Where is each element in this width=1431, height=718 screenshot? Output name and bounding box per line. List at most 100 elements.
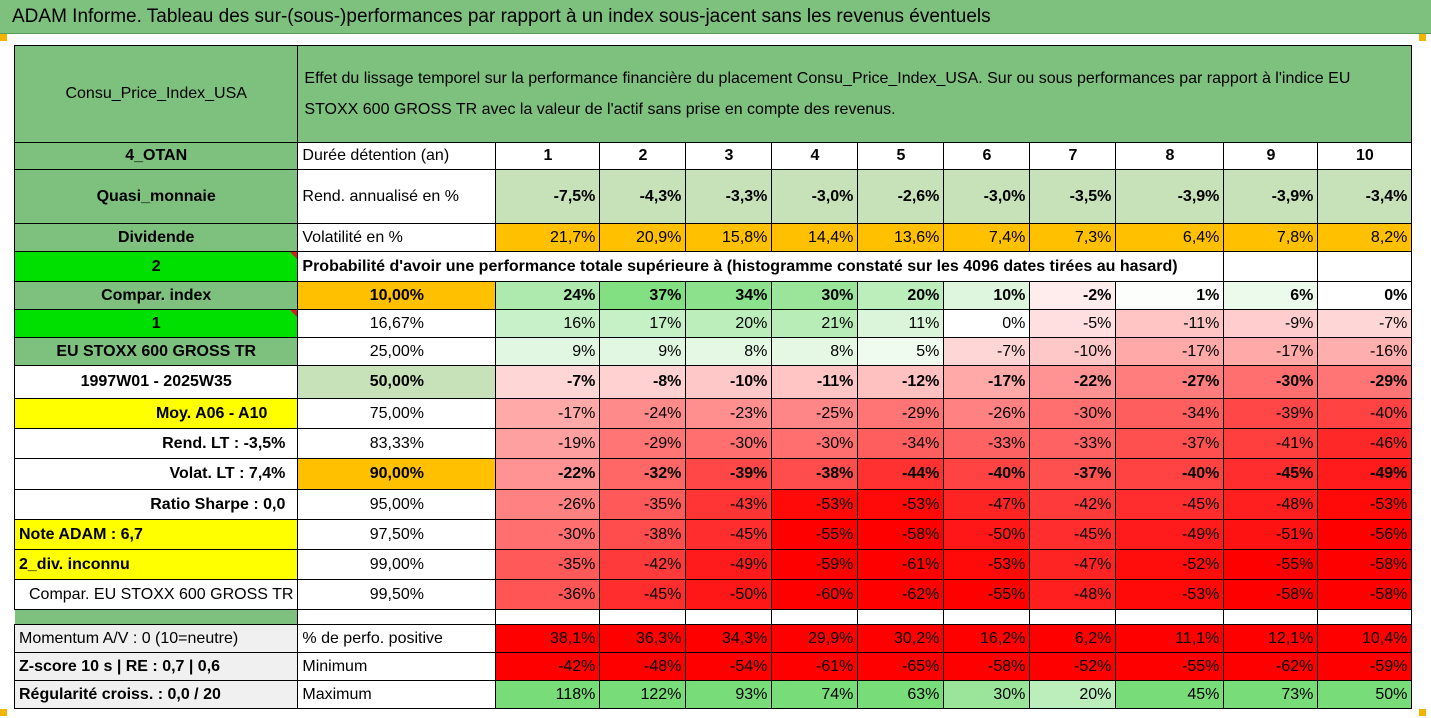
minimum-cell: -61% bbox=[771, 652, 859, 681]
otan-label: 4_OTAN bbox=[13, 142, 299, 170]
rend-cell: -4,3% bbox=[599, 169, 687, 224]
minimum-cell: -54% bbox=[685, 652, 773, 681]
perf-pos-cell: 34,3% bbox=[685, 624, 773, 653]
quantile-cell: 6% bbox=[1223, 281, 1319, 310]
volat-cell: 7,8% bbox=[1223, 223, 1319, 252]
perf-pos-cell: 16,2% bbox=[943, 624, 1031, 653]
volat-cell: 20,9% bbox=[599, 223, 687, 252]
quantile-row: Moy. A06 - A10 75,00% -17% -24% -23% -25% -29%… bbox=[13, 398, 1413, 429]
quantile-cell: -24% bbox=[599, 398, 687, 429]
rend-cell: -2,6% bbox=[857, 169, 945, 224]
minimum-cell: -59% bbox=[1317, 652, 1413, 681]
rend-cell: -3,0% bbox=[943, 169, 1031, 224]
quantile-cell: -11% bbox=[1115, 309, 1225, 338]
quantile-cell: -34% bbox=[857, 428, 945, 459]
perf-pos-cell: 12,1% bbox=[1223, 624, 1319, 653]
volat-cell: 15,8% bbox=[685, 223, 773, 252]
years-row: 4_OTAN Durée détention (an) 1 2 3 4 5 6 7 8 9 10 bbox=[13, 142, 1413, 170]
empty-cell bbox=[1317, 251, 1413, 282]
quantile-cell: -44% bbox=[857, 458, 945, 490]
maximum-label: Maximum bbox=[297, 680, 497, 709]
compar-long-label: Compar. EU STOXX 600 GROSS TR bbox=[13, 579, 299, 610]
year-header: 10 bbox=[1317, 142, 1413, 170]
quantile-cell: -38% bbox=[599, 519, 687, 550]
quantile-cell: -22% bbox=[495, 458, 601, 490]
quantile-cell: -42% bbox=[1029, 489, 1117, 520]
quantile-cell: -26% bbox=[495, 489, 601, 520]
quantile-cell: -40% bbox=[943, 458, 1031, 490]
year-header: 1 bbox=[495, 142, 601, 170]
quantile-row: EU STOXX 600 GROSS TR 25,00% 9% 9% 8% 8% 5% -7%… bbox=[13, 337, 1413, 366]
maximum-cell: 45% bbox=[1115, 680, 1225, 709]
quantile-cell: -9% bbox=[1223, 309, 1319, 338]
quantile-label: 83,33% bbox=[297, 428, 497, 459]
quantile-cell: -34% bbox=[1115, 398, 1225, 429]
quasi-label: Quasi_monnaie bbox=[13, 169, 299, 224]
quantile-cell: -55% bbox=[771, 519, 859, 550]
quantile-cell: -17% bbox=[1115, 337, 1225, 366]
quantile-label: 95,00% bbox=[297, 489, 497, 520]
volat-cell: 8,2% bbox=[1317, 223, 1413, 252]
period-label: 1997W01 - 2025W35 bbox=[13, 365, 299, 399]
quantile-cell: -40% bbox=[1317, 398, 1413, 429]
quantile-cell: -45% bbox=[599, 579, 687, 610]
perf-pos-cell: 6,2% bbox=[1029, 624, 1117, 653]
quantile-cell: 5% bbox=[857, 337, 945, 366]
minimum-label: Minimum bbox=[297, 652, 497, 681]
quantile-cell: -22% bbox=[1029, 365, 1117, 399]
corner-marker bbox=[0, 34, 7, 41]
quantile-row: Ratio Sharpe : 0,0 95,00% -26% -35% -43% -53%… bbox=[13, 489, 1413, 520]
year-header: 7 bbox=[1029, 142, 1117, 170]
quantile-cell: -37% bbox=[1029, 458, 1117, 490]
quantile-cell: -30% bbox=[1029, 398, 1117, 429]
quantile-cell: -48% bbox=[1029, 579, 1117, 610]
spacer-cell bbox=[771, 609, 859, 625]
volat-lt-label: Volat. LT : 7,4% bbox=[13, 458, 299, 490]
maximum-cell: 20% bbox=[1029, 680, 1117, 709]
quantile-cell: -19% bbox=[495, 428, 601, 459]
year-header: 3 bbox=[685, 142, 773, 170]
maximum-cell: 63% bbox=[857, 680, 945, 709]
maximum-row: Régularité croiss. : 0,0 / 20 Maximum 118%… bbox=[13, 680, 1413, 709]
minimum-cell: -58% bbox=[943, 652, 1031, 681]
quantile-cell: -55% bbox=[943, 579, 1031, 610]
quantile-cell: -45% bbox=[1115, 489, 1225, 520]
div-label: 2_div. inconnu bbox=[13, 549, 299, 580]
rend-cell: -3,9% bbox=[1115, 169, 1225, 224]
year-header: 6 bbox=[943, 142, 1031, 170]
one-label: 1 bbox=[13, 309, 299, 338]
dividende-label: Dividende bbox=[13, 223, 299, 252]
quantile-cell: -53% bbox=[771, 489, 859, 520]
quantile-cell: -10% bbox=[685, 365, 773, 399]
quantile-cell: -50% bbox=[685, 579, 773, 610]
quantile-cell: -46% bbox=[1317, 428, 1413, 459]
quantile-label: 99,50% bbox=[297, 579, 497, 610]
quantile-cell: -48% bbox=[1223, 489, 1319, 520]
rend-cell: -7,5% bbox=[495, 169, 601, 224]
quantile-cell: 9% bbox=[599, 337, 687, 366]
spacer-cell bbox=[14, 609, 298, 625]
quantile-cell: -53% bbox=[857, 489, 945, 520]
quantile-cell: 21% bbox=[771, 309, 859, 338]
quantile-cell: -38% bbox=[771, 458, 859, 490]
quantile-cell: -25% bbox=[771, 398, 859, 429]
quantile-cell: -56% bbox=[1317, 519, 1413, 550]
corner-marker bbox=[1419, 709, 1426, 716]
spacer-cell bbox=[1223, 609, 1319, 625]
quantile-cell: -7% bbox=[1317, 309, 1413, 338]
quantile-row: Note ADAM : 6,7 97,50% -30% -38% -45% -55% -58… bbox=[13, 519, 1413, 550]
maximum-cell: 93% bbox=[685, 680, 773, 709]
quantile-cell: -51% bbox=[1223, 519, 1319, 550]
duree-label: Durée détention (an) bbox=[297, 142, 497, 170]
quantile-cell: -53% bbox=[1115, 579, 1225, 610]
quantile-cell: -41% bbox=[1223, 428, 1319, 459]
spacer-cell bbox=[857, 609, 945, 625]
quantile-cell: -30% bbox=[1223, 365, 1319, 399]
quantile-cell: -58% bbox=[1317, 579, 1413, 610]
quantile-cell: -35% bbox=[599, 489, 687, 520]
quantile-cell: -29% bbox=[857, 398, 945, 429]
quantile-row: 1 16,67% 16% 17% 20% 21% 11% 0% -5% -11% -9% -7% bbox=[13, 309, 1413, 338]
quantile-cell: -53% bbox=[943, 549, 1031, 580]
year-header: 5 bbox=[857, 142, 945, 170]
quantile-cell: -47% bbox=[1029, 549, 1117, 580]
